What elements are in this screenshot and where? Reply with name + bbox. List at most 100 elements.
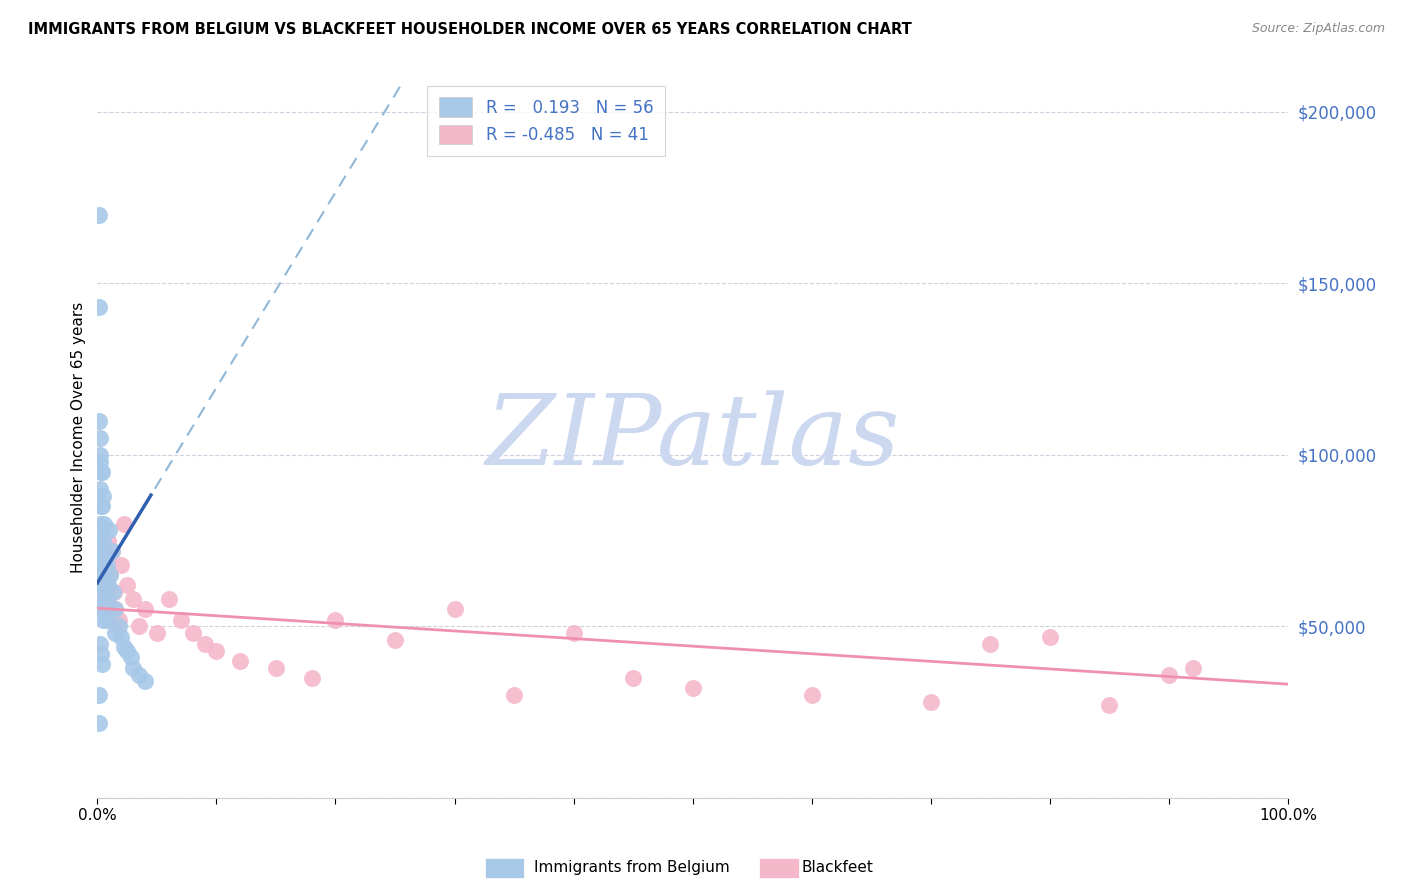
Point bbox=[89, 448, 111, 462]
Point bbox=[91, 585, 114, 599]
Point bbox=[1181, 661, 1204, 675]
Point bbox=[103, 585, 125, 599]
Point bbox=[91, 585, 114, 599]
Point bbox=[96, 558, 118, 572]
Point bbox=[91, 500, 114, 514]
Point bbox=[100, 568, 122, 582]
Point bbox=[87, 208, 110, 222]
Point bbox=[91, 465, 114, 479]
Text: Source: ZipAtlas.com: Source: ZipAtlas.com bbox=[1251, 22, 1385, 36]
Point bbox=[128, 619, 150, 633]
Point bbox=[91, 568, 114, 582]
Point bbox=[110, 630, 132, 644]
Point bbox=[90, 465, 112, 479]
Point bbox=[90, 647, 112, 661]
Point bbox=[120, 650, 142, 665]
Point bbox=[91, 613, 114, 627]
Legend: R =   0.193   N = 56, R = -0.485   N = 41: R = 0.193 N = 56, R = -0.485 N = 41 bbox=[427, 86, 665, 156]
Point bbox=[128, 667, 150, 681]
Point bbox=[104, 602, 127, 616]
Point bbox=[91, 533, 114, 548]
Point bbox=[110, 558, 132, 572]
Point bbox=[94, 550, 117, 565]
Point bbox=[91, 568, 114, 582]
Point bbox=[157, 592, 180, 607]
Point bbox=[87, 301, 110, 315]
Point bbox=[1157, 667, 1180, 681]
Point bbox=[122, 661, 145, 675]
Point bbox=[920, 695, 942, 709]
Point bbox=[98, 602, 121, 616]
Point bbox=[146, 626, 169, 640]
Point bbox=[91, 524, 114, 538]
Point bbox=[98, 568, 121, 582]
Point bbox=[90, 558, 112, 572]
Point bbox=[503, 688, 526, 702]
Point bbox=[100, 544, 122, 558]
Point bbox=[107, 613, 129, 627]
Point bbox=[979, 637, 1001, 651]
Point bbox=[87, 715, 110, 730]
Point bbox=[93, 568, 115, 582]
Point bbox=[91, 657, 114, 672]
Point bbox=[89, 431, 111, 445]
Point bbox=[107, 619, 129, 633]
Point bbox=[112, 516, 135, 531]
Point bbox=[98, 524, 121, 538]
Point bbox=[800, 688, 823, 702]
Point bbox=[96, 613, 118, 627]
Point bbox=[100, 544, 122, 558]
Point bbox=[91, 544, 114, 558]
Point bbox=[264, 661, 287, 675]
Point bbox=[89, 516, 111, 531]
Point bbox=[93, 558, 115, 572]
Point bbox=[384, 633, 406, 648]
Point bbox=[94, 602, 117, 616]
Point bbox=[115, 643, 138, 657]
Point bbox=[170, 613, 193, 627]
Point bbox=[181, 626, 204, 640]
Point bbox=[93, 592, 115, 607]
Point bbox=[229, 654, 252, 668]
Point bbox=[1039, 630, 1062, 644]
Point bbox=[682, 681, 704, 696]
Point bbox=[91, 489, 114, 503]
Point bbox=[101, 585, 124, 599]
Point bbox=[96, 550, 118, 565]
Point bbox=[122, 592, 145, 607]
Point bbox=[97, 578, 120, 592]
Point bbox=[104, 602, 127, 616]
Point bbox=[193, 637, 215, 651]
Point bbox=[94, 592, 117, 607]
Point bbox=[115, 578, 138, 592]
Point bbox=[87, 688, 110, 702]
Text: Immigrants from Belgium: Immigrants from Belgium bbox=[534, 860, 730, 874]
Text: ZIPatlas: ZIPatlas bbox=[485, 390, 900, 485]
Point bbox=[91, 592, 114, 607]
Point bbox=[1098, 698, 1121, 713]
Point bbox=[325, 613, 347, 627]
Point bbox=[90, 602, 112, 616]
Point bbox=[562, 626, 585, 640]
Point bbox=[89, 568, 111, 582]
Point bbox=[89, 455, 111, 469]
Point bbox=[301, 671, 323, 685]
Point bbox=[90, 578, 112, 592]
Point bbox=[87, 414, 110, 428]
Point bbox=[96, 592, 118, 607]
Point bbox=[205, 643, 228, 657]
Text: IMMIGRANTS FROM BELGIUM VS BLACKFEET HOUSEHOLDER INCOME OVER 65 YEARS CORRELATIO: IMMIGRANTS FROM BELGIUM VS BLACKFEET HOU… bbox=[28, 22, 912, 37]
Point bbox=[94, 574, 117, 589]
Point bbox=[89, 550, 111, 565]
Point bbox=[89, 482, 111, 496]
Point bbox=[112, 640, 135, 654]
Point bbox=[105, 619, 128, 633]
Point bbox=[134, 674, 156, 689]
Point bbox=[104, 626, 127, 640]
Point bbox=[443, 602, 465, 616]
Text: Blackfeet: Blackfeet bbox=[801, 860, 873, 874]
Point bbox=[97, 533, 120, 548]
Point bbox=[90, 533, 112, 548]
Point bbox=[93, 516, 115, 531]
Point bbox=[93, 602, 115, 616]
